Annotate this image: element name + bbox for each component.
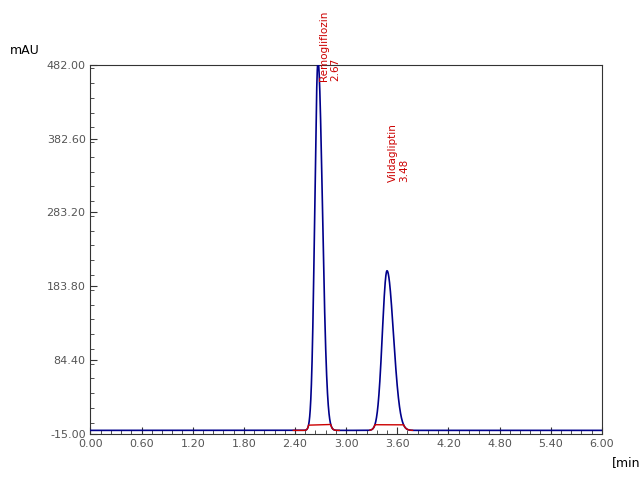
Text: Vildagliptin
3.48: Vildagliptin 3.48	[388, 123, 410, 181]
Y-axis label: mAU: mAU	[10, 44, 39, 58]
Text: Remogliflozin
2.67: Remogliflozin 2.67	[319, 11, 340, 82]
X-axis label: [min]: [min]	[612, 456, 640, 469]
